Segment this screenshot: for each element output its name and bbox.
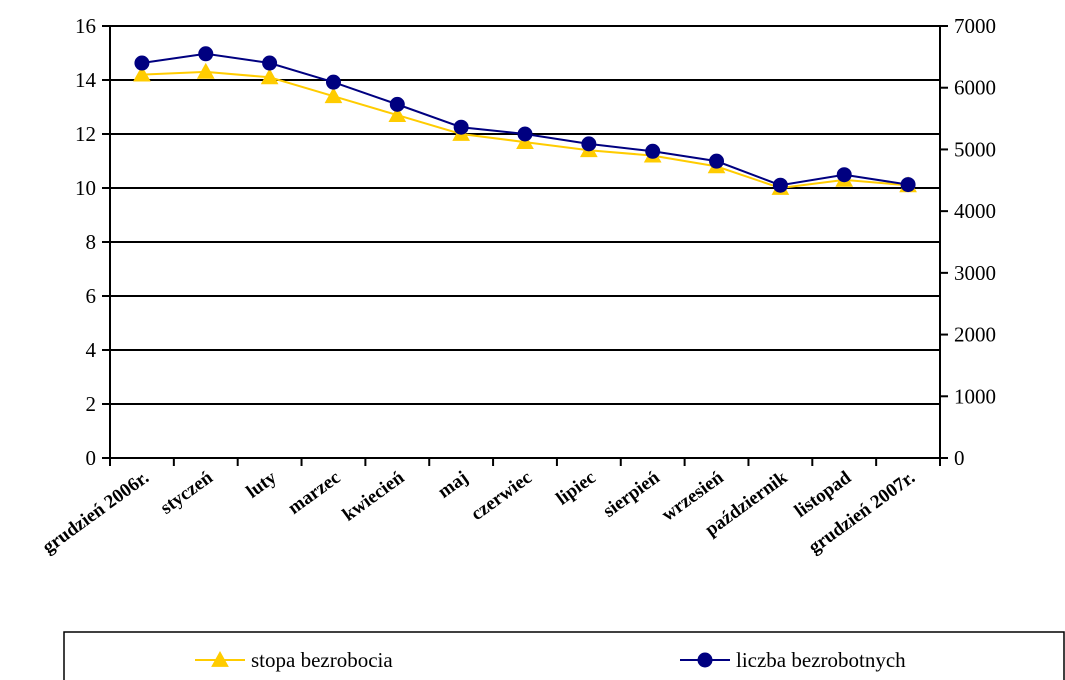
data-point bbox=[325, 74, 341, 90]
left-tick-label: 6 bbox=[86, 284, 97, 308]
left-tick-label: 0 bbox=[86, 446, 97, 470]
legend-label: liczba bezrobotnych bbox=[736, 648, 906, 672]
category-label: maj bbox=[434, 467, 472, 503]
category-label: styczeń bbox=[157, 467, 217, 519]
category-label: luty bbox=[243, 467, 281, 503]
category-label: grudzień 2006r. bbox=[39, 467, 153, 558]
axes bbox=[109, 26, 941, 466]
data-point bbox=[133, 65, 151, 82]
category-label: marzec bbox=[284, 467, 344, 519]
category-label: grudzień 2007r. bbox=[805, 467, 919, 558]
data-point bbox=[453, 119, 469, 135]
data-point bbox=[900, 177, 916, 193]
category-label: lipiec bbox=[552, 467, 599, 509]
data-point bbox=[836, 167, 852, 183]
series-liczba-bezrobotnych bbox=[134, 46, 916, 193]
category-label: czerwiec bbox=[467, 467, 536, 525]
right-tick-label: 6000 bbox=[954, 76, 996, 100]
left-axis-ticks: 0 2 4 6 8 10 12 14 16 bbox=[75, 14, 110, 470]
legend: stopa bezrobocia liczba bezrobotnych bbox=[63, 631, 1065, 680]
left-tick-label: 12 bbox=[75, 122, 96, 146]
data-point bbox=[645, 143, 661, 159]
category-labels: grudzień 2006r. styczeń luty marzeckwiecień… bbox=[39, 467, 919, 558]
data-point bbox=[196, 62, 215, 79]
data-point bbox=[517, 126, 533, 142]
data-point bbox=[389, 96, 405, 112]
gridlines bbox=[110, 25, 940, 405]
right-axis-ticks: 0 1000 2000 3000 4000 5000 6000 7000 bbox=[940, 14, 996, 470]
left-tick-label: 16 bbox=[75, 14, 96, 38]
data-point bbox=[198, 46, 214, 62]
series-layer bbox=[133, 46, 917, 195]
legend-box bbox=[63, 631, 1065, 680]
data-point bbox=[324, 87, 343, 104]
left-tick-label: 14 bbox=[75, 68, 97, 92]
data-point bbox=[260, 68, 279, 85]
right-tick-label: 4000 bbox=[954, 199, 996, 223]
category-label: sierpień bbox=[599, 467, 664, 522]
right-tick-label: 5000 bbox=[954, 137, 996, 161]
legend-marker bbox=[697, 652, 713, 668]
right-tick-label: 7000 bbox=[954, 14, 996, 38]
left-tick-label: 4 bbox=[86, 338, 97, 362]
data-point bbox=[134, 55, 150, 71]
legend-item: liczba bezrobotnych bbox=[680, 648, 906, 672]
series-line bbox=[141, 52, 909, 187]
right-tick-label: 1000 bbox=[954, 384, 996, 408]
right-tick-label: 0 bbox=[954, 446, 965, 470]
data-point bbox=[388, 106, 407, 122]
data-point bbox=[581, 136, 597, 152]
left-tick-label: 8 bbox=[86, 230, 97, 254]
legend-item: stopa bezrobocia bbox=[195, 648, 393, 672]
category-label: kwiecień bbox=[339, 467, 409, 526]
right-tick-label: 3000 bbox=[954, 261, 996, 285]
data-point bbox=[709, 153, 725, 169]
legend-marker bbox=[211, 650, 229, 667]
left-tick-label: 10 bbox=[75, 176, 96, 200]
legend-label: stopa bezrobocia bbox=[251, 648, 393, 672]
left-tick-label: 2 bbox=[86, 392, 97, 416]
right-tick-label: 2000 bbox=[954, 323, 996, 347]
data-point bbox=[772, 177, 788, 193]
data-point bbox=[262, 55, 278, 71]
